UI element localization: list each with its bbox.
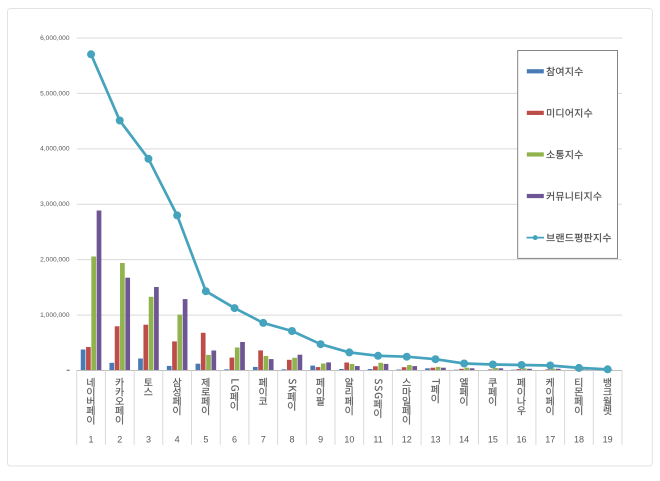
svg-text:10: 10: [344, 435, 354, 445]
svg-text:6,000,000: 6,000,000: [40, 35, 70, 42]
svg-text:2,000,000: 2,000,000: [40, 257, 70, 264]
svg-text:12: 12: [402, 435, 412, 445]
svg-text:9: 9: [318, 435, 323, 445]
svg-text:17: 17: [545, 435, 555, 445]
svg-text:1,000,000: 1,000,000: [40, 312, 70, 319]
svg-text:15: 15: [488, 435, 498, 445]
svg-text:3: 3: [146, 435, 151, 445]
svg-text:11: 11: [373, 435, 382, 445]
svg-text:4,000,000: 4,000,000: [40, 146, 70, 153]
svg-text:1: 1: [89, 435, 94, 445]
svg-text:2: 2: [117, 435, 122, 445]
svg-text:8: 8: [289, 435, 294, 445]
svg-text:3,000,000: 3,000,000: [40, 201, 70, 208]
svg-text:5: 5: [203, 435, 208, 445]
svg-text:7: 7: [261, 435, 266, 445]
svg-text:5,000,000: 5,000,000: [40, 90, 70, 97]
svg-text:14: 14: [459, 435, 469, 445]
svg-text:6: 6: [232, 435, 237, 445]
svg-text:18: 18: [574, 435, 584, 445]
svg-text:16: 16: [517, 435, 527, 445]
svg-text:4: 4: [175, 435, 180, 445]
svg-text:13: 13: [430, 435, 440, 445]
svg-text:19: 19: [603, 435, 613, 445]
